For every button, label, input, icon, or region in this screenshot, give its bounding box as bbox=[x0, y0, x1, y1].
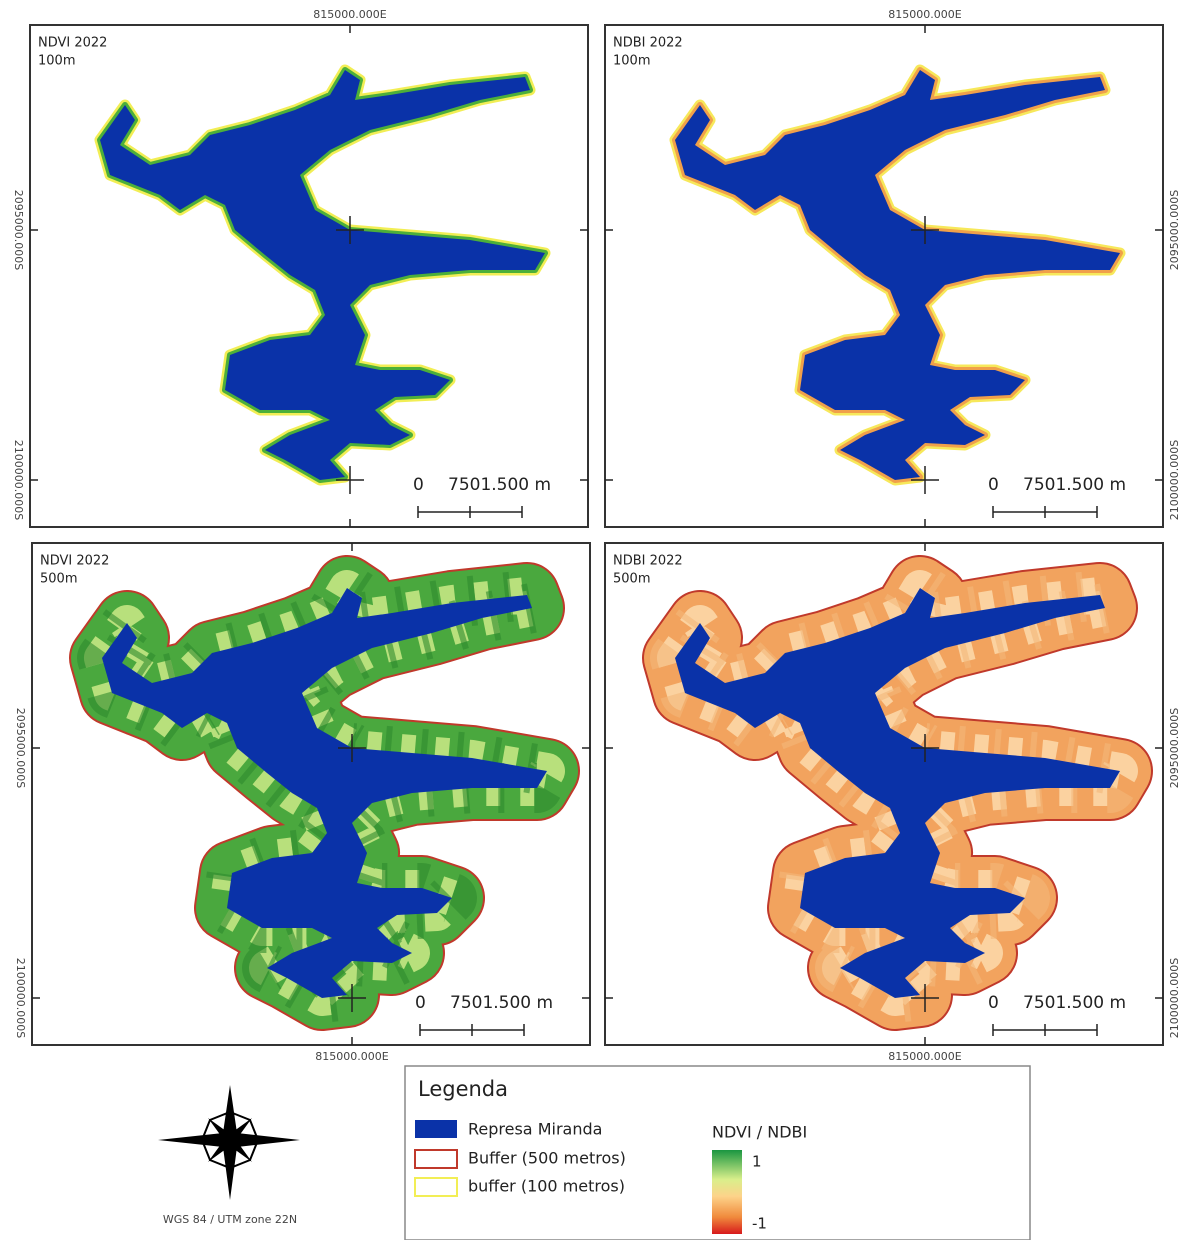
map-figure: WGS 84 / UTM zone 22N Legenda Represa Mi… bbox=[0, 0, 1186, 1240]
panel-subtitle: 100m bbox=[613, 54, 650, 69]
northing-label: 2100000.000S bbox=[1168, 958, 1181, 1038]
panel-subtitle: 100m bbox=[38, 54, 75, 69]
north-arrow bbox=[158, 1085, 300, 1200]
scale-length: 7501.500 m bbox=[1023, 475, 1126, 495]
ramp-title: NDVI / NDBI bbox=[712, 1123, 807, 1142]
northing-label: 2100000.000S bbox=[1168, 440, 1181, 520]
scale-length: 7501.500 m bbox=[1023, 993, 1126, 1013]
panel-title: NDVI 2022 bbox=[40, 554, 109, 569]
scale-length: 7501.500 m bbox=[450, 993, 553, 1013]
crs-label: WGS 84 / UTM zone 22N bbox=[163, 1213, 297, 1226]
northing-label: 2100000.000S bbox=[12, 440, 25, 520]
legend-title: Legenda bbox=[418, 1077, 508, 1101]
scale-start: 0 bbox=[988, 475, 999, 495]
panel-title: NDBI 2022 bbox=[613, 554, 683, 569]
northing-label: 2095000.000S bbox=[1168, 708, 1181, 788]
scale-start: 0 bbox=[988, 993, 999, 1013]
map-panel: NDVI 2022 500m 0 7501.500 m bbox=[32, 543, 590, 1045]
scale-length: 7501.500 m bbox=[448, 475, 551, 495]
map-panel: NDBI 2022 500m 0 7501.500 m bbox=[605, 543, 1163, 1045]
easting-label: 815000.000E bbox=[888, 8, 961, 21]
map-panel: NDBI 2022 100m 0 7501.500 m bbox=[605, 25, 1163, 527]
easting-label: 815000.000E bbox=[315, 1050, 388, 1063]
legend-item: Represa Miranda bbox=[468, 1120, 602, 1139]
scale-start: 0 bbox=[415, 993, 426, 1013]
easting-label: 815000.000E bbox=[888, 1050, 961, 1063]
panel-subtitle: 500m bbox=[40, 572, 77, 587]
ramp-min: -1 bbox=[752, 1215, 767, 1233]
ramp-max: 1 bbox=[752, 1153, 762, 1171]
panel-title: NDVI 2022 bbox=[38, 36, 107, 51]
map-panel: NDVI 2022 100m 0 7501.500 m bbox=[30, 25, 588, 527]
legend: Legenda Represa Miranda Buffer (500 metr… bbox=[405, 1066, 1030, 1240]
northing-label: 2095000.000S bbox=[12, 190, 25, 270]
northing-label: 2095000.000S bbox=[1168, 190, 1181, 270]
northing-label: 2100000.000S bbox=[14, 958, 27, 1038]
panel-title: NDBI 2022 bbox=[613, 36, 683, 51]
legend-item: buffer (100 metros) bbox=[468, 1177, 625, 1196]
legend-item: Buffer (500 metros) bbox=[468, 1149, 626, 1168]
panel-subtitle: 500m bbox=[613, 572, 650, 587]
easting-label: 815000.000E bbox=[313, 8, 386, 21]
scale-start: 0 bbox=[413, 475, 424, 495]
northing-label: 2095000.000S bbox=[14, 708, 27, 788]
